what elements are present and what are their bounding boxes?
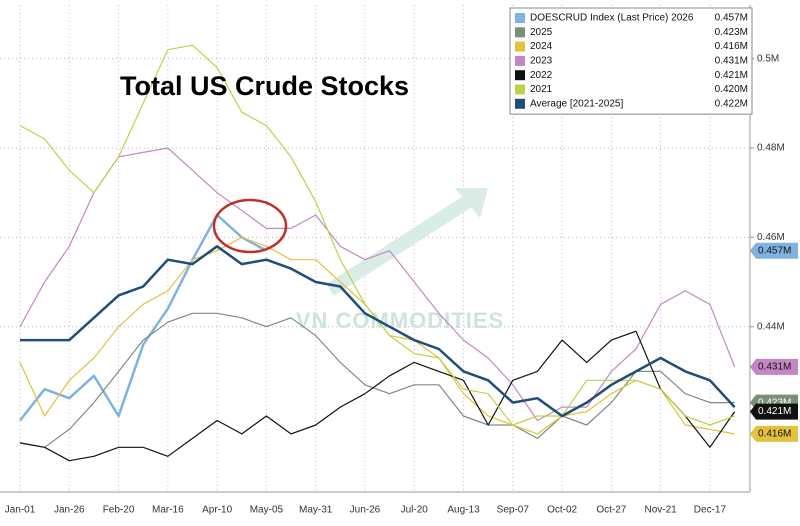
y-tick-label: 0.46M (757, 232, 785, 243)
legend-value: 0.422M (715, 98, 748, 109)
legend-swatch (515, 41, 525, 52)
legend-value: 0.416M (715, 41, 748, 52)
watermark-arrow (326, 194, 474, 296)
legend-swatch (515, 55, 525, 66)
x-tick-label: Aug-13 (447, 505, 480, 516)
x-tick-label: Feb-20 (103, 505, 135, 516)
legend-label: 2022 (530, 70, 553, 81)
x-tick-label: Oct-27 (596, 505, 626, 516)
x-tick-label: Jan-26 (54, 505, 85, 516)
highlight-circle (212, 198, 288, 254)
value-tag-label: 0.431M (758, 362, 791, 373)
legend-label: 2025 (530, 27, 553, 38)
legend-swatch (515, 84, 525, 95)
legend-value: 0.420M (715, 84, 748, 95)
x-tick-label: Jan-01 (5, 505, 36, 516)
x-tick-label: May-05 (250, 505, 284, 516)
series-line (19, 312, 735, 448)
value-tag (750, 358, 798, 375)
legend-value: 0.423M (715, 27, 748, 38)
x-tick-label: Sep-07 (497, 505, 530, 516)
legend-label: 2023 (530, 56, 553, 67)
y-tick-label: 0.44M (757, 321, 785, 332)
series-line (19, 330, 736, 462)
x-tick-label: May-31 (299, 505, 333, 516)
x-tick-label: Dec-17 (694, 505, 727, 516)
legend-swatch (515, 13, 525, 23)
value-tag (750, 403, 798, 420)
value-tag-label: 0.423M (758, 397, 791, 408)
legend-value: 0.431M (715, 56, 748, 67)
value-tag (750, 425, 798, 442)
grid: 0.44M 0.46M 0.48M 0.5M Jan-01 Jan-26 Feb-20 Mar… (0, 5, 785, 516)
value-tag-label: 0.457M (758, 245, 791, 256)
value-tag-label: 0.416M (758, 429, 791, 440)
axis-tags: 0.457M 0.423M 0.416M 0.431M 0.421M (750, 242, 798, 442)
series-line (20, 245, 736, 418)
x-tick-label: Jun-26 (350, 505, 381, 516)
x-tick-label: Jul-20 (401, 505, 429, 516)
y-tick-label: 0.5M (757, 53, 779, 64)
watermark: VN COMMODITIES (296, 308, 504, 333)
x-tick-label: Nov-21 (645, 505, 678, 516)
legend-value: 0.457M (715, 13, 748, 24)
lines (19, 44, 736, 462)
legend-swatch (515, 27, 525, 38)
series-line (19, 213, 267, 422)
legend-swatch (515, 70, 525, 81)
series-line (19, 147, 736, 422)
chart-annotation: Total US Crude Stocks (120, 71, 409, 101)
x-tick-label: Mar-16 (152, 505, 184, 516)
legend: DOESCRUD Index (Last Price) 2026 0.457M 20… (509, 7, 753, 115)
value-tag (750, 242, 798, 259)
legend-value: 0.421M (715, 70, 748, 81)
legend-label: Average [2021-2025] (530, 98, 623, 109)
legend-label: 2024 (530, 41, 553, 52)
legend-label: 2021 (530, 84, 553, 95)
legend-label: DOESCRUD Index (Last Price) 2026 (530, 13, 694, 24)
value-tag-label: 0.421M (758, 406, 791, 417)
watermark-arrow-head (455, 188, 488, 218)
x-tick-label: Apr-10 (202, 505, 232, 516)
y-tick-label: 0.48M (757, 143, 785, 154)
x-tick-label: Oct-02 (547, 505, 577, 516)
legend-swatch (515, 98, 525, 109)
legend-box (509, 7, 753, 115)
